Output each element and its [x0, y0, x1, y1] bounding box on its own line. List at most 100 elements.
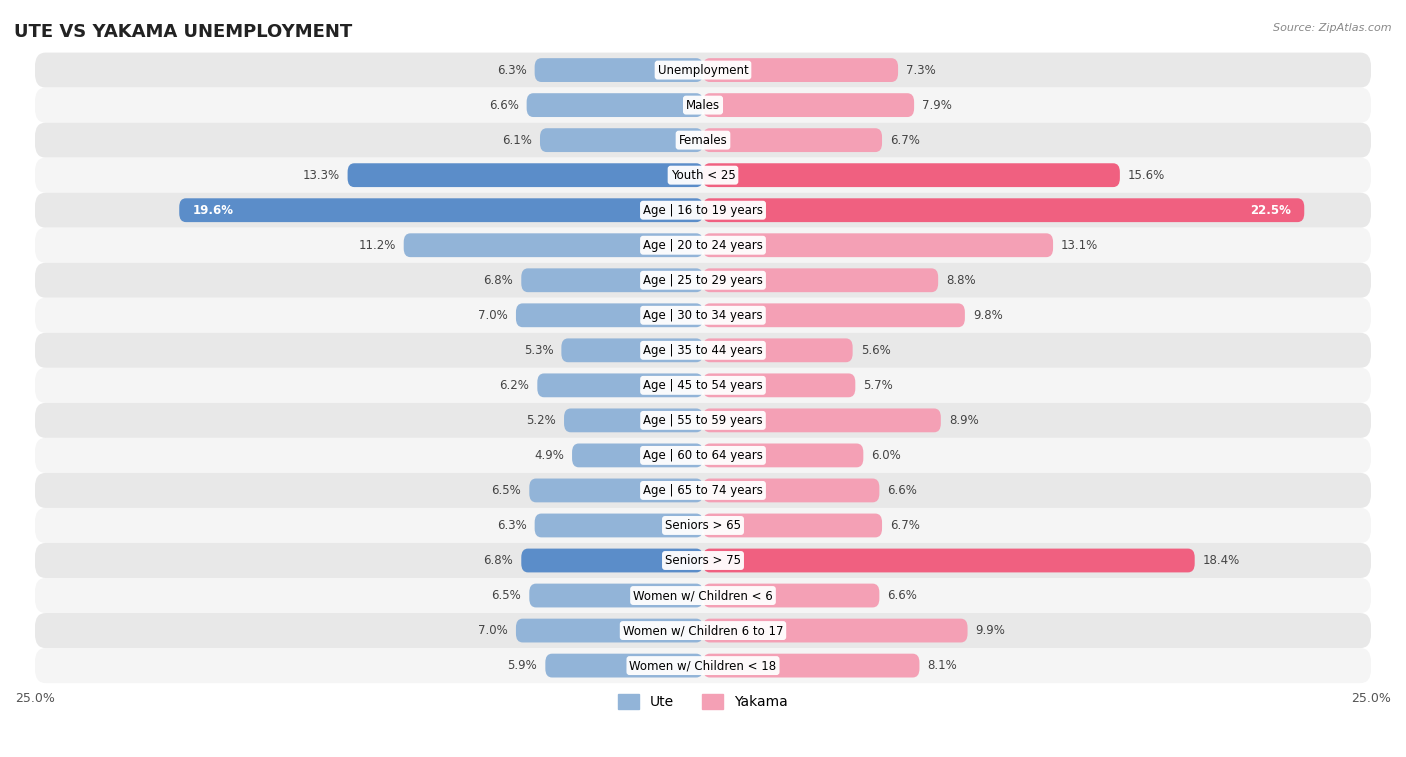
Text: 7.0%: 7.0%: [478, 624, 508, 637]
FancyBboxPatch shape: [35, 543, 1371, 578]
FancyBboxPatch shape: [35, 508, 1371, 543]
Text: 6.3%: 6.3%: [496, 64, 527, 76]
FancyBboxPatch shape: [516, 618, 703, 643]
Legend: Ute, Yakama: Ute, Yakama: [613, 689, 793, 715]
Text: 6.8%: 6.8%: [484, 274, 513, 287]
Text: Seniors > 75: Seniors > 75: [665, 554, 741, 567]
Text: 9.9%: 9.9%: [976, 624, 1005, 637]
FancyBboxPatch shape: [35, 333, 1371, 368]
Text: Age | 55 to 59 years: Age | 55 to 59 years: [643, 414, 763, 427]
Text: 5.9%: 5.9%: [508, 659, 537, 672]
Text: Unemployment: Unemployment: [658, 64, 748, 76]
FancyBboxPatch shape: [703, 304, 965, 327]
Text: Women w/ Children 6 to 17: Women w/ Children 6 to 17: [623, 624, 783, 637]
FancyBboxPatch shape: [703, 128, 882, 152]
FancyBboxPatch shape: [703, 444, 863, 467]
Text: Males: Males: [686, 98, 720, 111]
FancyBboxPatch shape: [529, 478, 703, 503]
Text: Seniors > 65: Seniors > 65: [665, 519, 741, 532]
Text: 8.9%: 8.9%: [949, 414, 979, 427]
FancyBboxPatch shape: [35, 228, 1371, 263]
Text: 22.5%: 22.5%: [1250, 204, 1291, 217]
Text: 13.1%: 13.1%: [1062, 238, 1098, 252]
Text: Age | 25 to 29 years: Age | 25 to 29 years: [643, 274, 763, 287]
FancyBboxPatch shape: [35, 263, 1371, 298]
FancyBboxPatch shape: [534, 58, 703, 82]
FancyBboxPatch shape: [35, 298, 1371, 333]
FancyBboxPatch shape: [179, 198, 703, 222]
Text: 7.9%: 7.9%: [922, 98, 952, 111]
FancyBboxPatch shape: [561, 338, 703, 363]
FancyBboxPatch shape: [516, 304, 703, 327]
Text: 8.1%: 8.1%: [928, 659, 957, 672]
FancyBboxPatch shape: [35, 613, 1371, 648]
FancyBboxPatch shape: [546, 654, 703, 678]
Text: 19.6%: 19.6%: [193, 204, 233, 217]
FancyBboxPatch shape: [347, 164, 703, 187]
FancyBboxPatch shape: [35, 157, 1371, 193]
FancyBboxPatch shape: [35, 123, 1371, 157]
Text: 11.2%: 11.2%: [359, 238, 395, 252]
Text: 4.9%: 4.9%: [534, 449, 564, 462]
FancyBboxPatch shape: [527, 93, 703, 117]
Text: 7.0%: 7.0%: [478, 309, 508, 322]
FancyBboxPatch shape: [35, 193, 1371, 228]
Text: Age | 45 to 54 years: Age | 45 to 54 years: [643, 378, 763, 392]
Text: 6.0%: 6.0%: [872, 449, 901, 462]
Text: Females: Females: [679, 134, 727, 147]
FancyBboxPatch shape: [703, 373, 855, 397]
Text: Age | 30 to 34 years: Age | 30 to 34 years: [643, 309, 763, 322]
FancyBboxPatch shape: [35, 578, 1371, 613]
FancyBboxPatch shape: [35, 88, 1371, 123]
FancyBboxPatch shape: [540, 128, 703, 152]
Text: 6.7%: 6.7%: [890, 519, 920, 532]
FancyBboxPatch shape: [703, 513, 882, 537]
Text: 18.4%: 18.4%: [1202, 554, 1240, 567]
FancyBboxPatch shape: [522, 268, 703, 292]
FancyBboxPatch shape: [703, 654, 920, 678]
Text: Women w/ Children < 6: Women w/ Children < 6: [633, 589, 773, 602]
Text: Age | 60 to 64 years: Age | 60 to 64 years: [643, 449, 763, 462]
Text: 6.6%: 6.6%: [489, 98, 519, 111]
Text: 6.8%: 6.8%: [484, 554, 513, 567]
FancyBboxPatch shape: [703, 338, 852, 363]
Text: 6.5%: 6.5%: [492, 484, 522, 497]
FancyBboxPatch shape: [703, 233, 1053, 257]
Text: 9.8%: 9.8%: [973, 309, 1002, 322]
Text: Youth < 25: Youth < 25: [671, 169, 735, 182]
Text: 13.3%: 13.3%: [302, 169, 340, 182]
FancyBboxPatch shape: [703, 478, 879, 503]
FancyBboxPatch shape: [703, 198, 1305, 222]
FancyBboxPatch shape: [703, 58, 898, 82]
FancyBboxPatch shape: [35, 438, 1371, 473]
Text: 15.6%: 15.6%: [1128, 169, 1166, 182]
Text: UTE VS YAKAMA UNEMPLOYMENT: UTE VS YAKAMA UNEMPLOYMENT: [14, 23, 353, 41]
FancyBboxPatch shape: [703, 584, 879, 607]
Text: Age | 35 to 44 years: Age | 35 to 44 years: [643, 344, 763, 357]
Text: 8.8%: 8.8%: [946, 274, 976, 287]
FancyBboxPatch shape: [703, 268, 938, 292]
FancyBboxPatch shape: [537, 373, 703, 397]
Text: 5.6%: 5.6%: [860, 344, 890, 357]
FancyBboxPatch shape: [564, 409, 703, 432]
FancyBboxPatch shape: [572, 444, 703, 467]
Text: Source: ZipAtlas.com: Source: ZipAtlas.com: [1274, 23, 1392, 33]
Text: 5.7%: 5.7%: [863, 378, 893, 392]
FancyBboxPatch shape: [35, 52, 1371, 88]
Text: Age | 20 to 24 years: Age | 20 to 24 years: [643, 238, 763, 252]
Text: 6.6%: 6.6%: [887, 484, 917, 497]
Text: 6.7%: 6.7%: [890, 134, 920, 147]
Text: Women w/ Children < 18: Women w/ Children < 18: [630, 659, 776, 672]
Text: Age | 65 to 74 years: Age | 65 to 74 years: [643, 484, 763, 497]
FancyBboxPatch shape: [404, 233, 703, 257]
Text: 6.5%: 6.5%: [492, 589, 522, 602]
FancyBboxPatch shape: [35, 648, 1371, 683]
FancyBboxPatch shape: [703, 618, 967, 643]
FancyBboxPatch shape: [534, 513, 703, 537]
FancyBboxPatch shape: [35, 368, 1371, 403]
FancyBboxPatch shape: [703, 549, 1195, 572]
Text: 6.6%: 6.6%: [887, 589, 917, 602]
FancyBboxPatch shape: [35, 403, 1371, 438]
Text: 5.2%: 5.2%: [526, 414, 555, 427]
Text: Age | 16 to 19 years: Age | 16 to 19 years: [643, 204, 763, 217]
